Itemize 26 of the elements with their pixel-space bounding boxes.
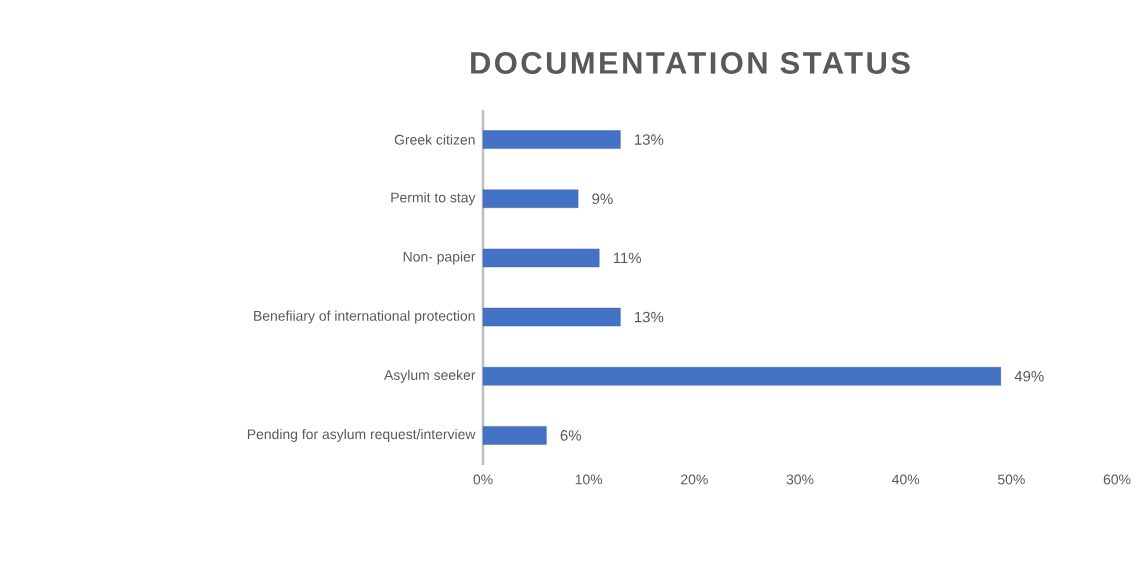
bar [482,130,621,149]
x-tick-label: 30% [786,474,814,485]
bar [482,248,600,268]
y-tick-label: Benefiiary of international protection [254,310,475,324]
data-label: 49% [1014,370,1044,382]
chart-title: DOCUMENTATION STATUS [471,52,910,74]
data-label: 11% [613,252,642,264]
y-tick-label: Greek citizen [394,134,475,145]
x-tick-label: 0% [473,474,493,485]
bar [482,189,579,208]
bar [482,307,621,327]
data-label: 6% [560,430,581,441]
x-tick-label: 20% [681,474,708,485]
bar [482,367,1001,386]
y-tick-label: Permit to stay [391,192,476,206]
data-label: 13% [635,311,664,323]
x-tick-label: 50% [997,474,1025,485]
bar [482,426,547,445]
y-tick-label: Pending for asylum request/interview [247,428,476,442]
y-tick-label: Non- papier [403,251,476,265]
data-label: 9% [592,193,613,205]
x-tick-label: 60% [1103,474,1131,485]
x-tick-label: 40% [892,474,920,485]
data-label: 13% [635,134,664,145]
y-tick-label: Asylum seeker [384,369,476,383]
x-tick-label: 10% [575,474,603,485]
